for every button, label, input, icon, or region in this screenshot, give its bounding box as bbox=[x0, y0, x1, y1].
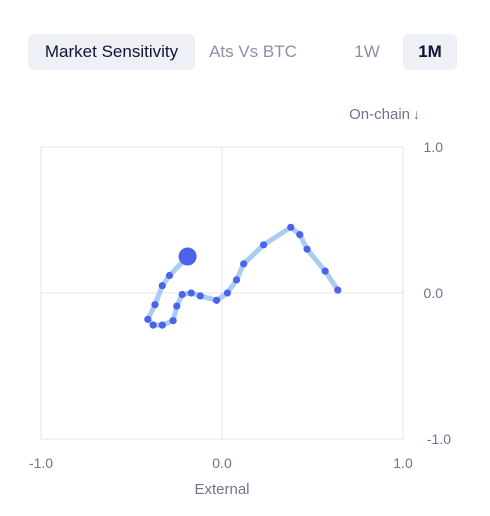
tab-market-sensitivity[interactable]: Market Sensitivity bbox=[28, 34, 195, 70]
range-1m-button[interactable]: 1M bbox=[403, 34, 457, 70]
data-point[interactable] bbox=[321, 267, 329, 275]
data-point[interactable] bbox=[213, 296, 221, 304]
data-point[interactable] bbox=[260, 241, 268, 249]
data-point[interactable] bbox=[303, 245, 311, 253]
data-point[interactable] bbox=[158, 321, 166, 329]
data-point[interactable] bbox=[149, 321, 157, 329]
data-point[interactable] bbox=[178, 290, 186, 299]
y-tick-label: -1.0 bbox=[427, 431, 451, 447]
data-point[interactable] bbox=[151, 301, 159, 309]
arrow-down-icon: ↓ bbox=[413, 106, 420, 122]
data-point[interactable] bbox=[232, 276, 241, 284]
data-point[interactable] bbox=[158, 282, 166, 290]
range-1w-button[interactable]: 1W bbox=[354, 42, 380, 61]
data-point[interactable] bbox=[196, 292, 204, 300]
data-point[interactable] bbox=[287, 223, 295, 231]
data-point[interactable] bbox=[223, 289, 231, 297]
data-point[interactable] bbox=[334, 286, 342, 294]
data-point[interactable] bbox=[169, 317, 177, 325]
data-point[interactable] bbox=[144, 315, 152, 323]
series-path-line bbox=[145, 224, 341, 328]
tab-ats-vs-btc[interactable]: Ats Vs BTC bbox=[209, 42, 297, 61]
y-axis-label-text: On-chain bbox=[349, 106, 410, 123]
y-tick-label: 0.0 bbox=[424, 285, 444, 301]
data-point[interactable] bbox=[240, 260, 248, 268]
x-axis-label: External bbox=[194, 481, 249, 498]
data-point[interactable] bbox=[173, 302, 181, 310]
x-tick-label: -1.0 bbox=[29, 455, 53, 471]
x-tick-label: 0.0 bbox=[212, 455, 232, 471]
y-tick-label: 1.0 bbox=[424, 139, 444, 155]
x-tick-label: 1.0 bbox=[393, 455, 413, 471]
series-layer bbox=[144, 223, 342, 329]
current-data-point[interactable] bbox=[178, 247, 197, 266]
data-point[interactable] bbox=[296, 231, 304, 239]
y-axis-label: On-chain ↓ bbox=[320, 106, 420, 123]
data-point[interactable] bbox=[187, 289, 195, 297]
data-point[interactable] bbox=[165, 271, 174, 280]
